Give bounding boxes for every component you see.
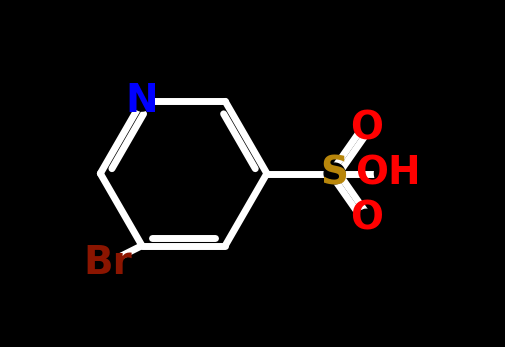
Text: Br: Br xyxy=(83,244,131,282)
Circle shape xyxy=(93,249,121,277)
Text: N: N xyxy=(125,82,158,120)
Circle shape xyxy=(356,209,375,229)
Circle shape xyxy=(132,92,152,111)
Text: O: O xyxy=(349,200,382,238)
Circle shape xyxy=(356,118,375,138)
Text: O: O xyxy=(349,109,382,147)
Text: S: S xyxy=(320,154,348,193)
Text: OH: OH xyxy=(355,154,420,193)
Circle shape xyxy=(324,163,344,184)
Circle shape xyxy=(374,160,401,187)
